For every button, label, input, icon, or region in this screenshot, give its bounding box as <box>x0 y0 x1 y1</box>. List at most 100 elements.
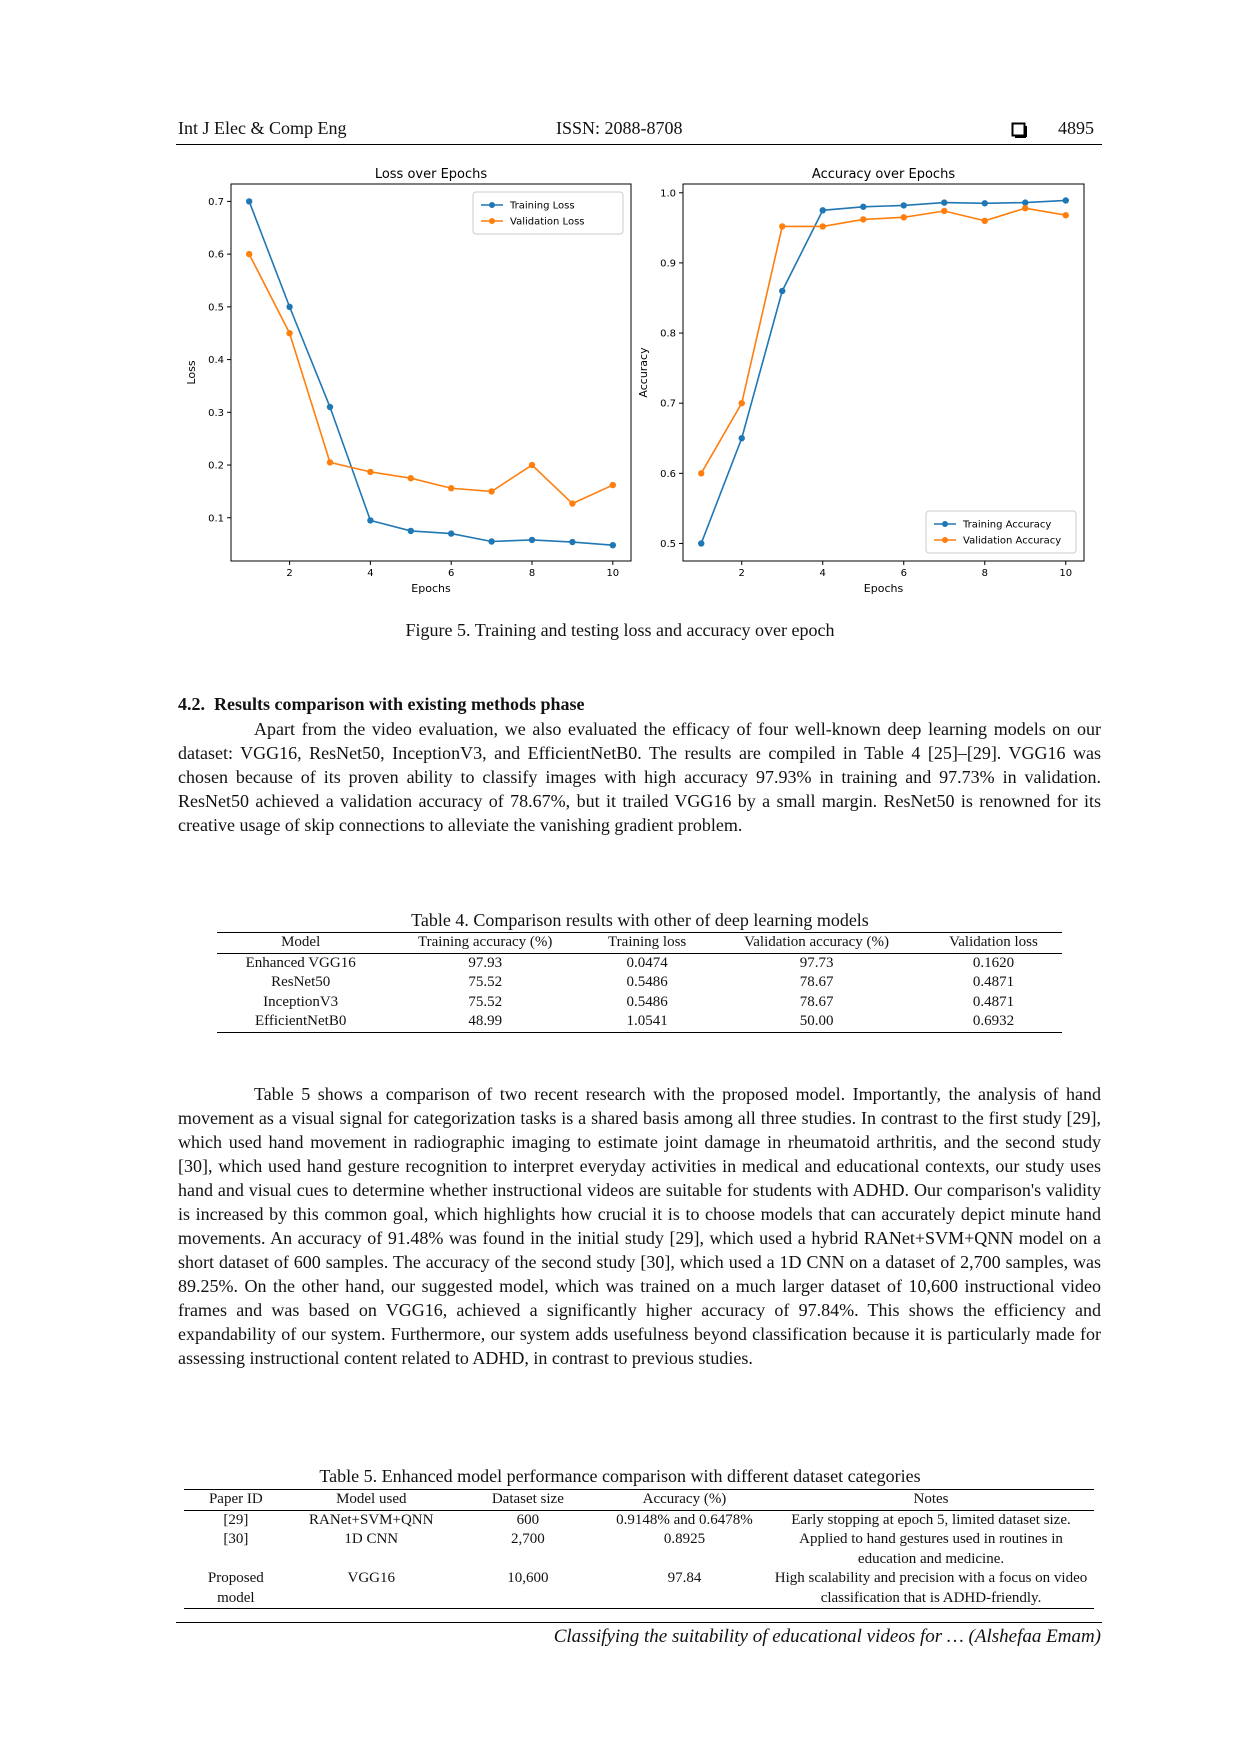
table-cell: 78.67 <box>799 974 834 990</box>
section-heading: 4.2. Results comparison with existing me… <box>178 694 585 714</box>
data-point <box>1022 199 1029 206</box>
table-row: Proposed model VGG16 10,600 97.84 High scala… <box>184 1569 1094 1609</box>
issn: ISSN: 2088-8708 <box>556 118 683 138</box>
x-tick-label: 10 <box>1059 568 1072 579</box>
y-tick-label: 0.4 <box>208 355 224 366</box>
data-point <box>779 287 786 295</box>
x-tick-label: 2 <box>739 568 745 579</box>
table-cell: 2,700 <box>510 1531 545 1547</box>
table-cell: Applied to hand gestures used in routine… <box>799 1531 1063 1567</box>
table-cell: 75.52 <box>468 993 503 1010</box>
y-tick-label: 0.5 <box>208 302 224 313</box>
data-point <box>326 403 334 411</box>
data-point <box>900 202 907 209</box>
chart-title: Loss over Epochs <box>375 167 488 182</box>
legend-label: Training Accuracy <box>962 520 1051 531</box>
box-icon <box>1011 122 1027 138</box>
data-point <box>326 459 334 466</box>
legend-label: Validation Loss <box>510 217 585 228</box>
legend-marker <box>489 218 495 224</box>
table-cell: Enhanced VGG16 <box>245 954 356 971</box>
table: Paper ID Model used Dataset size Accuracy (… <box>184 1489 1094 1609</box>
data-point <box>367 468 374 476</box>
legend-label: Training Loss <box>509 201 575 212</box>
chart-title: Accuracy over Epochs <box>812 167 955 182</box>
legend-box <box>472 191 624 235</box>
data-point <box>819 223 826 230</box>
legend-marker <box>942 521 948 527</box>
data-point <box>1062 212 1069 219</box>
table-cell: 50.00 <box>799 1013 834 1029</box>
data-point <box>286 303 293 311</box>
column-header: Training accuracy (%) <box>384 932 587 954</box>
data-point <box>860 216 867 223</box>
y-tick-label: 0.5 <box>660 539 676 550</box>
data-point <box>488 538 495 545</box>
y-tick-label: 0.8 <box>660 329 676 340</box>
table-cell: RANet+SVM+QNN <box>309 1511 434 1528</box>
x-axis-label: Epochs <box>864 582 904 595</box>
page-number: 4895 <box>1058 118 1094 138</box>
y-tick-label: 0.9 <box>660 258 676 269</box>
column-header: Model used <box>287 1489 455 1511</box>
column-header: Paper ID <box>184 1489 288 1511</box>
data-point <box>407 527 414 535</box>
data-point <box>488 488 495 495</box>
footer: Classifying the suitability of education… <box>553 1626 1101 1647</box>
figure-caption: Figure 5. Training and testing loss and … <box>405 620 835 640</box>
x-tick-label: 4 <box>367 568 373 579</box>
journal-name: Int J Elec & Comp Eng <box>178 118 347 138</box>
data-point <box>779 223 786 230</box>
table-cell: [29] <box>223 1511 249 1528</box>
legend-marker <box>489 202 495 208</box>
column-header: Accuracy (%) <box>600 1489 769 1511</box>
header-row: Paper ID Model used Dataset size Accuracy (… <box>184 1489 1094 1511</box>
table-cell: 600 <box>516 1511 540 1528</box>
table-cell: 1.0541 <box>626 1013 668 1029</box>
table-row: [30] 1D CNN 2,700 0.8925 Applied to hand ges… <box>184 1530 1094 1569</box>
table-cell: 10,600 <box>454 1569 601 1609</box>
data-point <box>448 530 455 537</box>
data-point <box>981 200 988 207</box>
footer-rule <box>176 1622 1102 1623</box>
data-point <box>738 435 745 442</box>
table-cell: 0.6932 <box>972 1013 1015 1029</box>
table-cell: 0.4871 <box>972 993 1015 1010</box>
x-tick-label: 10 <box>606 568 619 579</box>
table-row: ResNet50 75.52 0.5486 78.67 0.4871 <box>217 973 1062 993</box>
table-cell: InceptionV3 <box>263 993 339 1010</box>
data-point <box>941 199 948 206</box>
y-tick-label: 0.7 <box>660 399 676 410</box>
x-tick-label: 4 <box>820 568 826 579</box>
x-tick-label: 8 <box>982 568 988 579</box>
data-point <box>609 481 617 489</box>
table-row: [29] RANet+SVM+QNN 600 0.9148% and 0.6478% E… <box>184 1510 1094 1530</box>
table-cell: 0.9148% and 0.6478% <box>616 1511 753 1528</box>
table-cell: VGG16 <box>287 1569 455 1609</box>
legend-label: Validation Accuracy <box>963 536 1061 547</box>
table-cell: Early stopping at epoch 5, limited datas… <box>791 1511 1071 1528</box>
data-point <box>528 536 536 544</box>
table-cell: 78.67 <box>799 993 834 1010</box>
series-line <box>700 207 1066 474</box>
data-point <box>286 330 293 337</box>
x-tick-label: 8 <box>529 568 535 579</box>
data-point <box>528 461 536 469</box>
column-header: Validation loss <box>924 932 1062 954</box>
table-row: InceptionV3 75.52 0.5486 78.67 0.4871 <box>217 993 1062 1013</box>
legend-box <box>925 510 1077 554</box>
y-tick-label: 0.3 <box>208 408 224 419</box>
table: Model Training accuracy (%) Training loss V… <box>217 932 1062 1033</box>
table-cell: 0.4871 <box>972 974 1015 990</box>
series-line <box>248 201 613 546</box>
table-cell: 48.99 <box>468 1013 503 1029</box>
x-tick-label: 6 <box>448 568 454 579</box>
table-row: EfficientNetB0 48.99 1.0541 50.00 0.6932 <box>217 1012 1062 1032</box>
data-point <box>245 198 253 205</box>
y-tick-label: 0.1 <box>208 513 224 524</box>
x-axis-label: Epochs <box>411 582 451 595</box>
data-point <box>569 500 576 507</box>
data-point <box>245 250 253 258</box>
table-cell: Proposed model <box>184 1569 288 1609</box>
table-cell: High scalability and precision with a fo… <box>768 1569 1094 1609</box>
